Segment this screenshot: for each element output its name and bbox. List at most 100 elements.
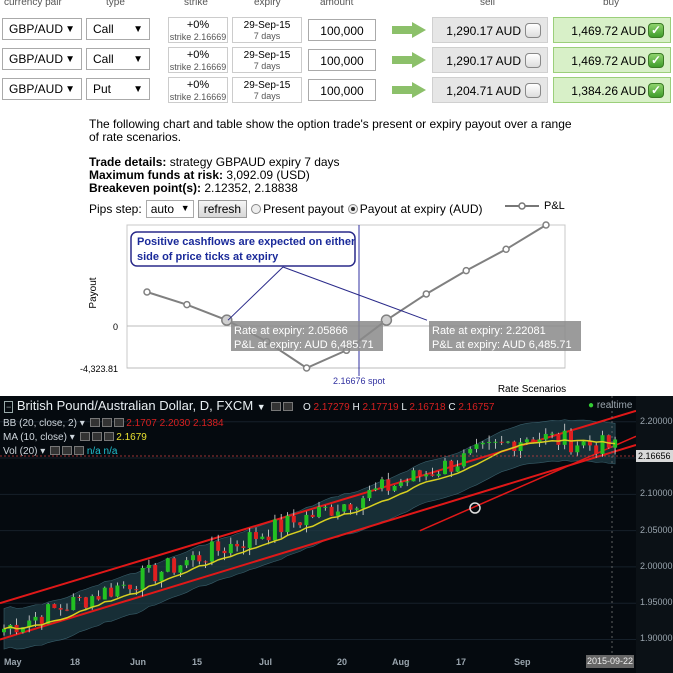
- pips-step-select[interactable]: auto ▼: [145, 200, 194, 218]
- y-tick-zero: 0: [113, 322, 118, 332]
- eye-icon[interactable]: [283, 402, 294, 411]
- candle-body: [436, 474, 441, 476]
- candle-body: [27, 620, 32, 628]
- candle-body: [109, 587, 114, 597]
- candle-body: [203, 561, 208, 563]
- settings-icon[interactable]: [79, 432, 90, 441]
- column-header: currency pair type strike expiry amount …: [0, 0, 673, 12]
- strike-value: strike 2.16669: [169, 92, 227, 102]
- buy-button[interactable]: 1,469.72 AUD ✓: [553, 17, 671, 43]
- buy-button[interactable]: 1,469.72 AUD ✓: [553, 47, 671, 73]
- candle-body: [581, 441, 586, 446]
- sell-button[interactable]: 1,290.17 AUD: [432, 17, 548, 43]
- candle-body: [96, 596, 101, 600]
- candle-body: [499, 441, 504, 443]
- collapse-icon[interactable]: −: [4, 401, 14, 413]
- candle-body: [474, 444, 479, 449]
- eye-icon[interactable]: [101, 418, 112, 427]
- candle-body: [449, 460, 454, 472]
- candle-body: [241, 546, 246, 548]
- pnl-point: [542, 221, 550, 229]
- checkbox-icon[interactable]: [525, 23, 541, 38]
- checkbox-checked-icon[interactable]: ✓: [648, 53, 664, 68]
- strike-field[interactable]: +0% strike 2.16669: [168, 17, 228, 43]
- candle-body: [443, 460, 447, 475]
- strike-value: strike 2.16669: [169, 32, 227, 42]
- candle-body: [90, 596, 95, 608]
- expiry-payout-radio[interactable]: Payout at expiry (AUD): [347, 202, 483, 216]
- ma-indicator[interactable]: MA (10, close) ▾ 2.1679: [3, 432, 147, 443]
- buy-price: 1,469.72 AUD: [571, 54, 646, 68]
- y-tick-min: -4,323.81: [80, 364, 118, 374]
- expiry-date: 29-Sep-15: [243, 80, 291, 91]
- ohlc-l-label: L: [401, 402, 407, 413]
- candle-body: [304, 514, 309, 526]
- settings-icon[interactable]: [271, 402, 282, 411]
- type-select[interactable]: Call ▼: [86, 48, 150, 70]
- radio-checked-icon: [347, 204, 358, 214]
- bb-indicator[interactable]: BB (20, close, 2) ▾ 2.1707 2.2030 2.1384: [3, 418, 224, 429]
- sell-button[interactable]: 1,204.71 AUD: [432, 77, 548, 103]
- candle-body: [272, 519, 277, 541]
- candle-body: [71, 596, 76, 611]
- candle-body: [361, 498, 366, 509]
- ohlc-c: 2.16757: [458, 402, 495, 413]
- pnl-point: [143, 288, 151, 296]
- callout-box: [130, 231, 356, 267]
- currency-pair-select[interactable]: GBP/AUD ▼: [2, 18, 82, 40]
- candle-body: [512, 441, 517, 452]
- close-icon[interactable]: [74, 446, 85, 455]
- currency-pair-select[interactable]: GBP/AUD ▼: [2, 78, 82, 100]
- sell-button[interactable]: 1,290.17 AUD: [432, 47, 548, 73]
- amount-input[interactable]: 100,000: [308, 79, 376, 101]
- strike-field[interactable]: +0% strike 2.16669: [168, 77, 228, 103]
- strike-field[interactable]: +0% strike 2.16669: [168, 47, 228, 73]
- candle-body: [518, 442, 523, 452]
- close-icon[interactable]: [113, 418, 124, 427]
- expiry-field[interactable]: 29-Sep-15 7 days: [232, 17, 302, 43]
- chevron-down-icon: ▼: [65, 24, 75, 35]
- candle-body: [20, 627, 25, 633]
- bb-label: BB (20, close, 2): [3, 418, 77, 429]
- type-select[interactable]: Call ▼: [86, 18, 150, 40]
- fx-chart: 2.200002.150002.100002.050002.000001.950…: [0, 396, 673, 673]
- fx-y-axis: [636, 396, 673, 673]
- settings-icon[interactable]: [89, 418, 100, 427]
- type-select[interactable]: Put ▼: [86, 78, 150, 100]
- expiry-field[interactable]: 29-Sep-15 7 days: [232, 47, 302, 73]
- candle-body: [65, 609, 69, 611]
- channel-inner: [419, 435, 637, 532]
- candle-body: [209, 541, 214, 562]
- strike-percent: +0%: [186, 49, 210, 61]
- vol-indicator[interactable]: Vol (20) ▾ n/a n/a: [3, 446, 118, 457]
- amount-input[interactable]: 100,000: [308, 19, 376, 41]
- expiry-field[interactable]: 29-Sep-15 7 days: [232, 77, 302, 103]
- present-payout-radio[interactable]: Present payout: [251, 202, 344, 216]
- expiry-date: 29-Sep-15: [243, 20, 291, 31]
- candle-body: [172, 558, 177, 573]
- checkbox-icon[interactable]: [525, 83, 541, 98]
- close-icon[interactable]: [103, 432, 114, 441]
- settings-icon[interactable]: [50, 446, 61, 455]
- fx-x-tick: 18: [70, 657, 81, 667]
- eye-icon[interactable]: [62, 446, 73, 455]
- breakeven-label: Breakeven point(s):: [89, 181, 202, 195]
- refresh-button[interactable]: refresh: [197, 200, 248, 218]
- candle-body: [392, 485, 397, 491]
- candle-body: [537, 439, 542, 443]
- sell-price: 1,204.71 AUD: [446, 84, 521, 98]
- sell-price: 1,290.17 AUD: [446, 54, 521, 68]
- buy-button[interactable]: 1,384.26 AUD ✓: [553, 77, 671, 103]
- current-price-tag: 2.16656: [636, 450, 673, 462]
- currency-pair-select[interactable]: GBP/AUD ▼: [2, 48, 82, 70]
- checkbox-checked-icon[interactable]: ✓: [648, 23, 664, 38]
- pnl-point: [221, 314, 233, 326]
- eye-icon[interactable]: [91, 432, 102, 441]
- chevron-down-icon[interactable]: ▼: [256, 402, 266, 412]
- candle-body: [33, 616, 38, 621]
- amount-input[interactable]: 100,000: [308, 49, 376, 71]
- pnl-point: [380, 314, 393, 326]
- checkbox-icon[interactable]: [525, 53, 541, 68]
- checkbox-checked-icon[interactable]: ✓: [648, 83, 664, 98]
- fx-y-tick: 2.20000: [640, 415, 673, 426]
